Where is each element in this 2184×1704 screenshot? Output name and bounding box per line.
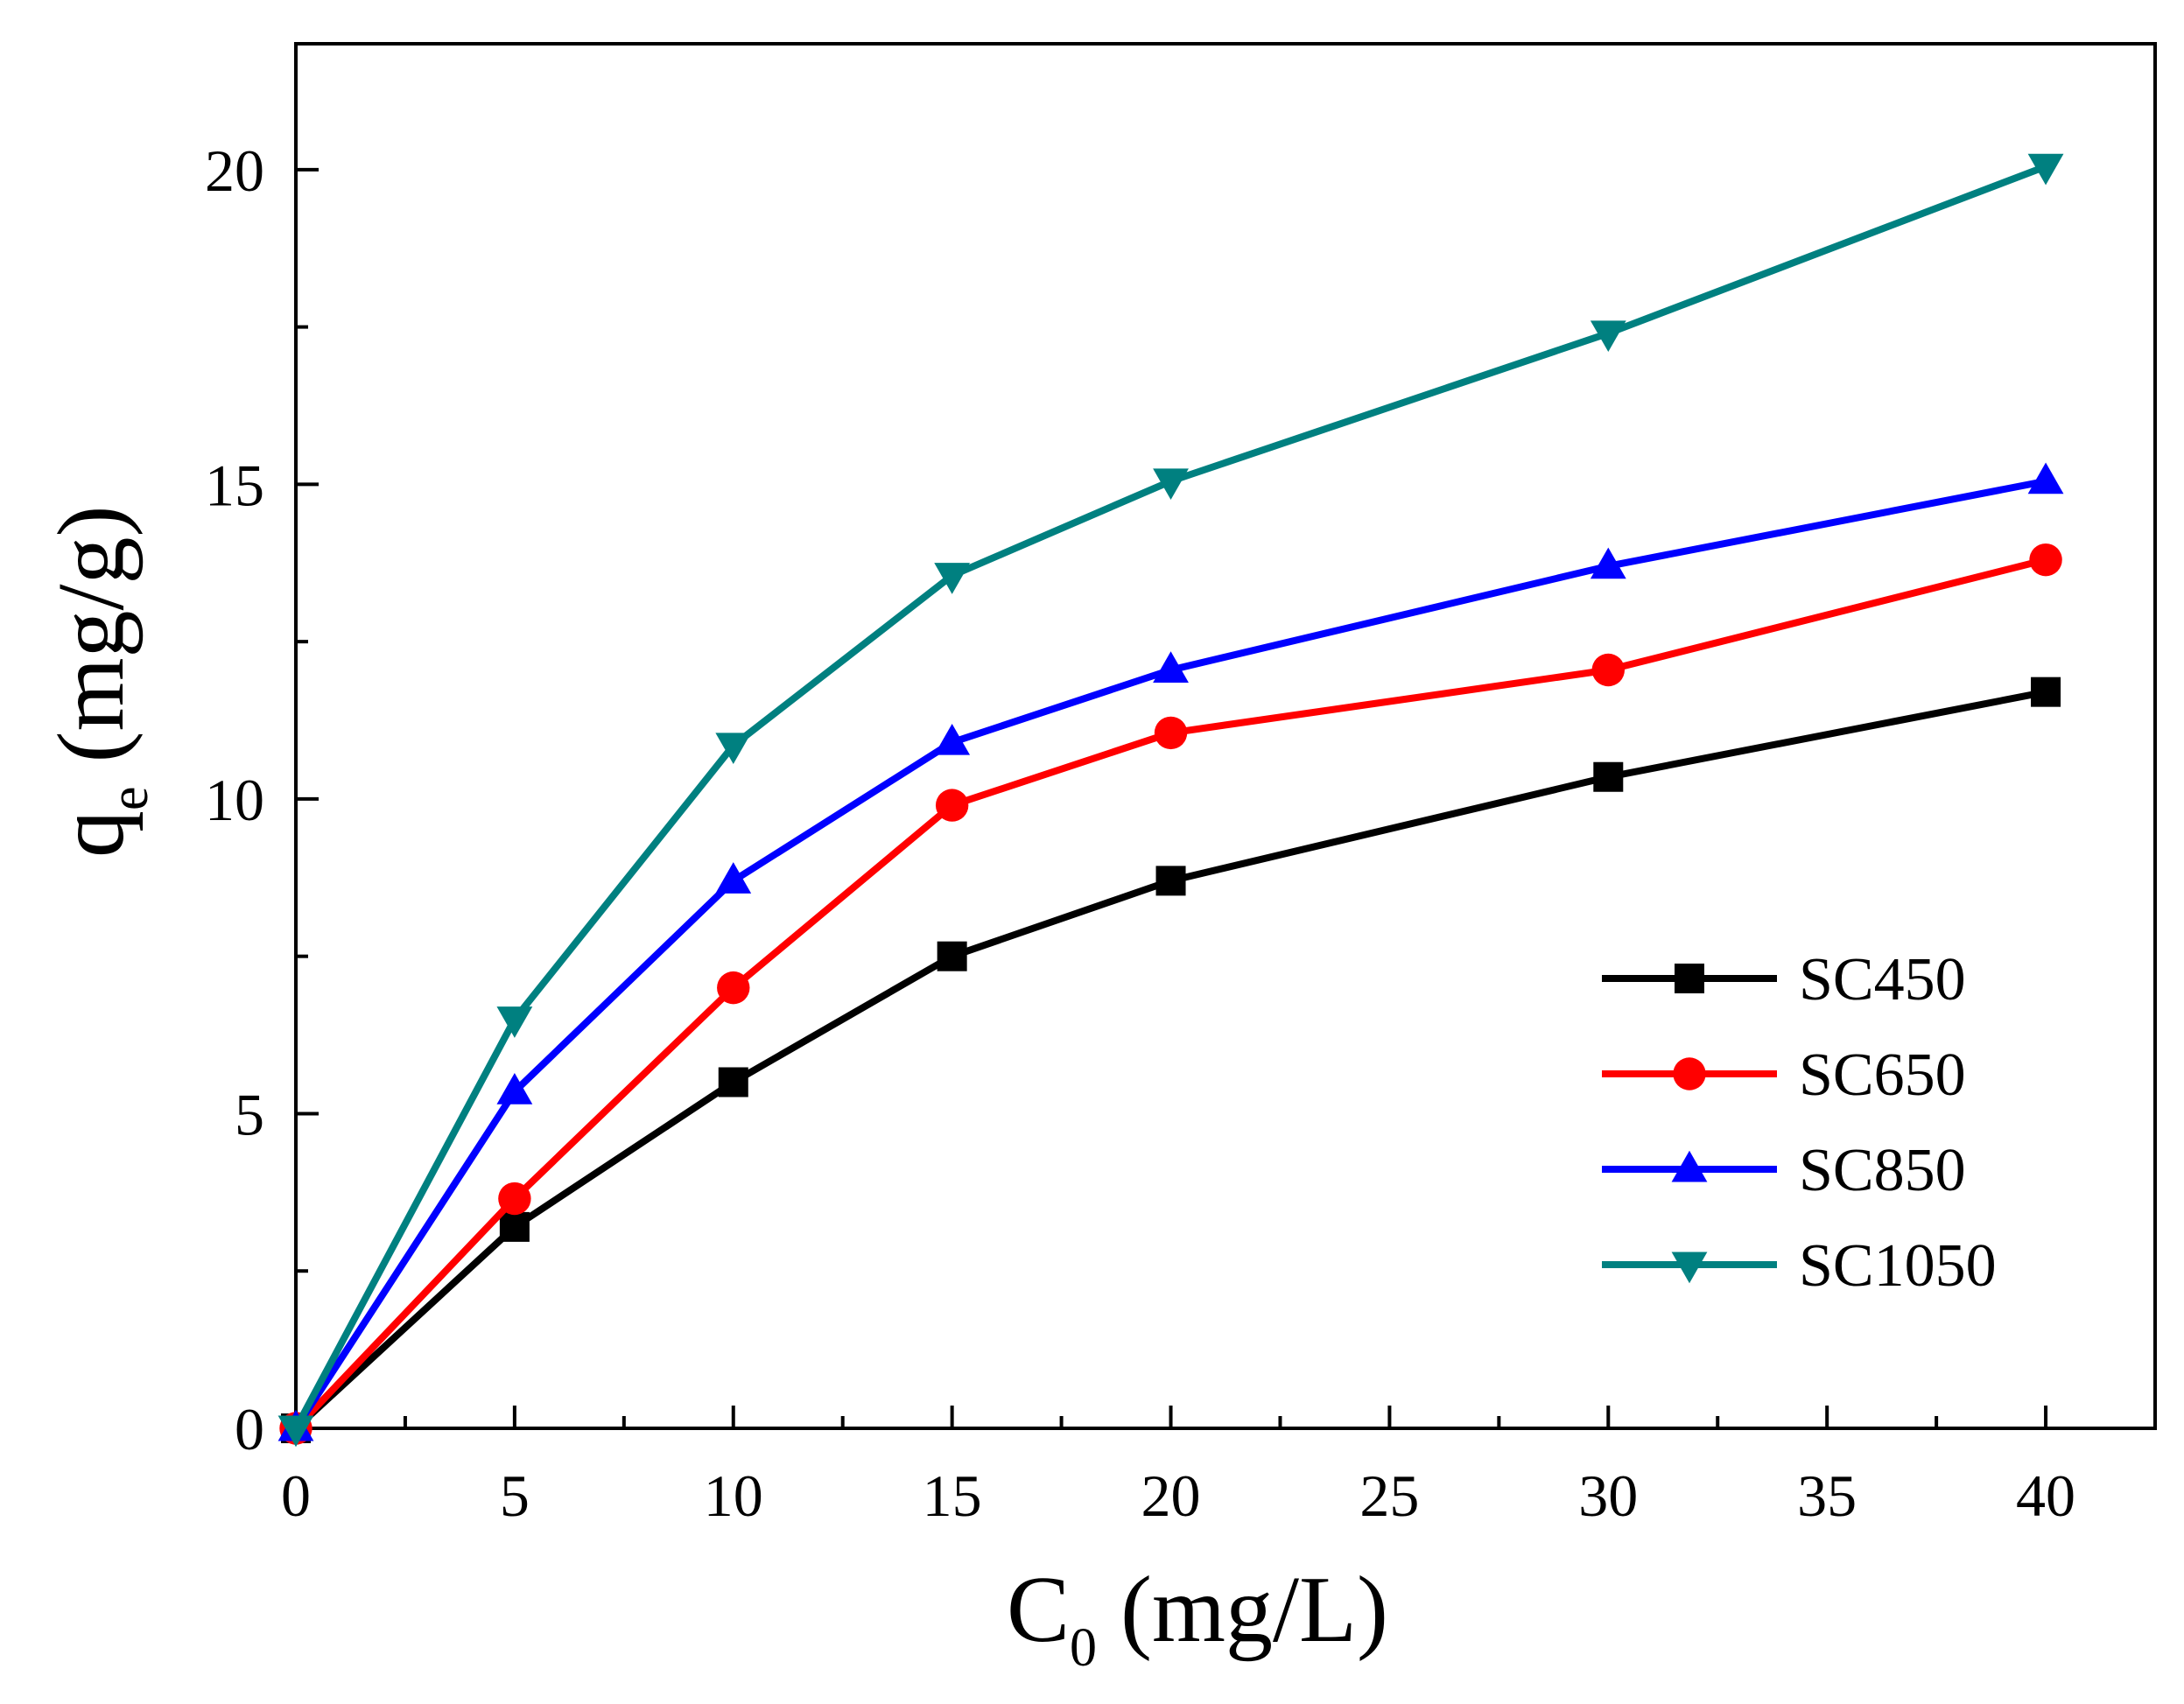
data-point-SC650-5	[498, 1182, 531, 1216]
x-tick-label-5: 5	[500, 1462, 530, 1529]
plot-frame	[294, 42, 2157, 1430]
series-line-SC450	[293, 688, 2047, 1431]
plot-area: 0 5 10 15 20 25 30 35 4005101520SC450SC650SC850S…	[205, 42, 2157, 1529]
y-axis-label-main: q	[39, 810, 144, 858]
x-axis-label-main: C	[1007, 1558, 1070, 1662]
y-axis-label-sub: e	[100, 786, 159, 810]
data-point-SC1050-10	[715, 733, 752, 765]
series-line-SC650	[293, 556, 2047, 1431]
y-axis-label: qe (mg/g)	[39, 506, 159, 858]
y-tick-label-0: 0	[235, 1396, 264, 1462]
x-tick-label-35: 35	[1797, 1462, 1857, 1529]
legend: SC450 SC650 SC850 SC1050	[1602, 946, 1997, 1300]
data-point-SC1050-5	[496, 1006, 533, 1038]
data-point-SC850-20	[1153, 651, 1189, 683]
data-point-SC1050-0	[277, 1415, 314, 1448]
x-tick-label-0: 0	[281, 1462, 311, 1529]
legend-marker-SC650	[1673, 1057, 1706, 1090]
data-point-SC650-30	[1591, 653, 1625, 687]
data-point-SC650-40	[2029, 543, 2062, 577]
data-point-SC850-30	[1590, 547, 1626, 579]
data-point-SC450-40	[2031, 677, 2061, 707]
data-point-SC1050-15	[934, 563, 971, 594]
data-point-SC450-30	[1593, 761, 1624, 792]
data-point-SC650-20	[1154, 716, 1188, 750]
x-tick-label-40: 40	[2016, 1462, 2075, 1529]
legend-marker-SC450	[1675, 964, 1704, 993]
y-tick-label-20: 20	[205, 137, 264, 204]
data-point-SC850-15	[934, 723, 971, 755]
y-axis-label-unit: (mg/g)	[39, 506, 144, 787]
series-SC1050	[277, 153, 2064, 1448]
x-axis-label-unit: (mg/L)	[1097, 1558, 1388, 1662]
y-tick-label-5: 5	[235, 1081, 264, 1147]
legend-label-SC850: SC850	[1799, 1137, 1966, 1204]
legend-label-SC450: SC450	[1799, 946, 1966, 1013]
data-point-SC1050-20	[1153, 468, 1189, 501]
data-point-SC850-40	[2027, 462, 2064, 494]
data-point-SC1050-40	[2027, 153, 2064, 186]
legend-marker-SC1050	[1671, 1252, 1708, 1284]
data-point-SC450-10	[718, 1067, 748, 1097]
x-tick-label-10: 10	[704, 1462, 763, 1529]
data-point-SC450-5	[499, 1211, 530, 1242]
data-point-SC1050-30	[1590, 320, 1626, 353]
x-axis-label-sub: 0	[1070, 1618, 1097, 1678]
x-tick-label-25: 25	[1359, 1462, 1419, 1529]
x-tick-label-30: 30	[1578, 1462, 1638, 1529]
data-point-SC650-10	[717, 971, 750, 1005]
y-tick-label-15: 15	[205, 452, 264, 518]
legend-marker-SC850	[1671, 1150, 1708, 1182]
data-point-SC450-15	[937, 941, 967, 971]
series-SC850	[277, 462, 2064, 1441]
x-tick-label-15: 15	[923, 1462, 982, 1529]
data-point-SC650-15	[935, 789, 969, 822]
data-point-SC450-20	[1155, 866, 1186, 896]
y-tick-label-10: 10	[205, 767, 264, 833]
legend-label-SC650: SC650	[1799, 1041, 1966, 1109]
x-tick-label-20: 20	[1141, 1462, 1201, 1529]
legend-label-SC1050: SC1050	[1799, 1232, 1997, 1300]
x-axis-label: C0 (mg/L)	[1007, 1558, 1388, 1678]
data-point-SC850-10	[715, 862, 752, 894]
series-line-SC1050	[292, 163, 2047, 1430]
data-point-SC850-5	[496, 1073, 533, 1104]
